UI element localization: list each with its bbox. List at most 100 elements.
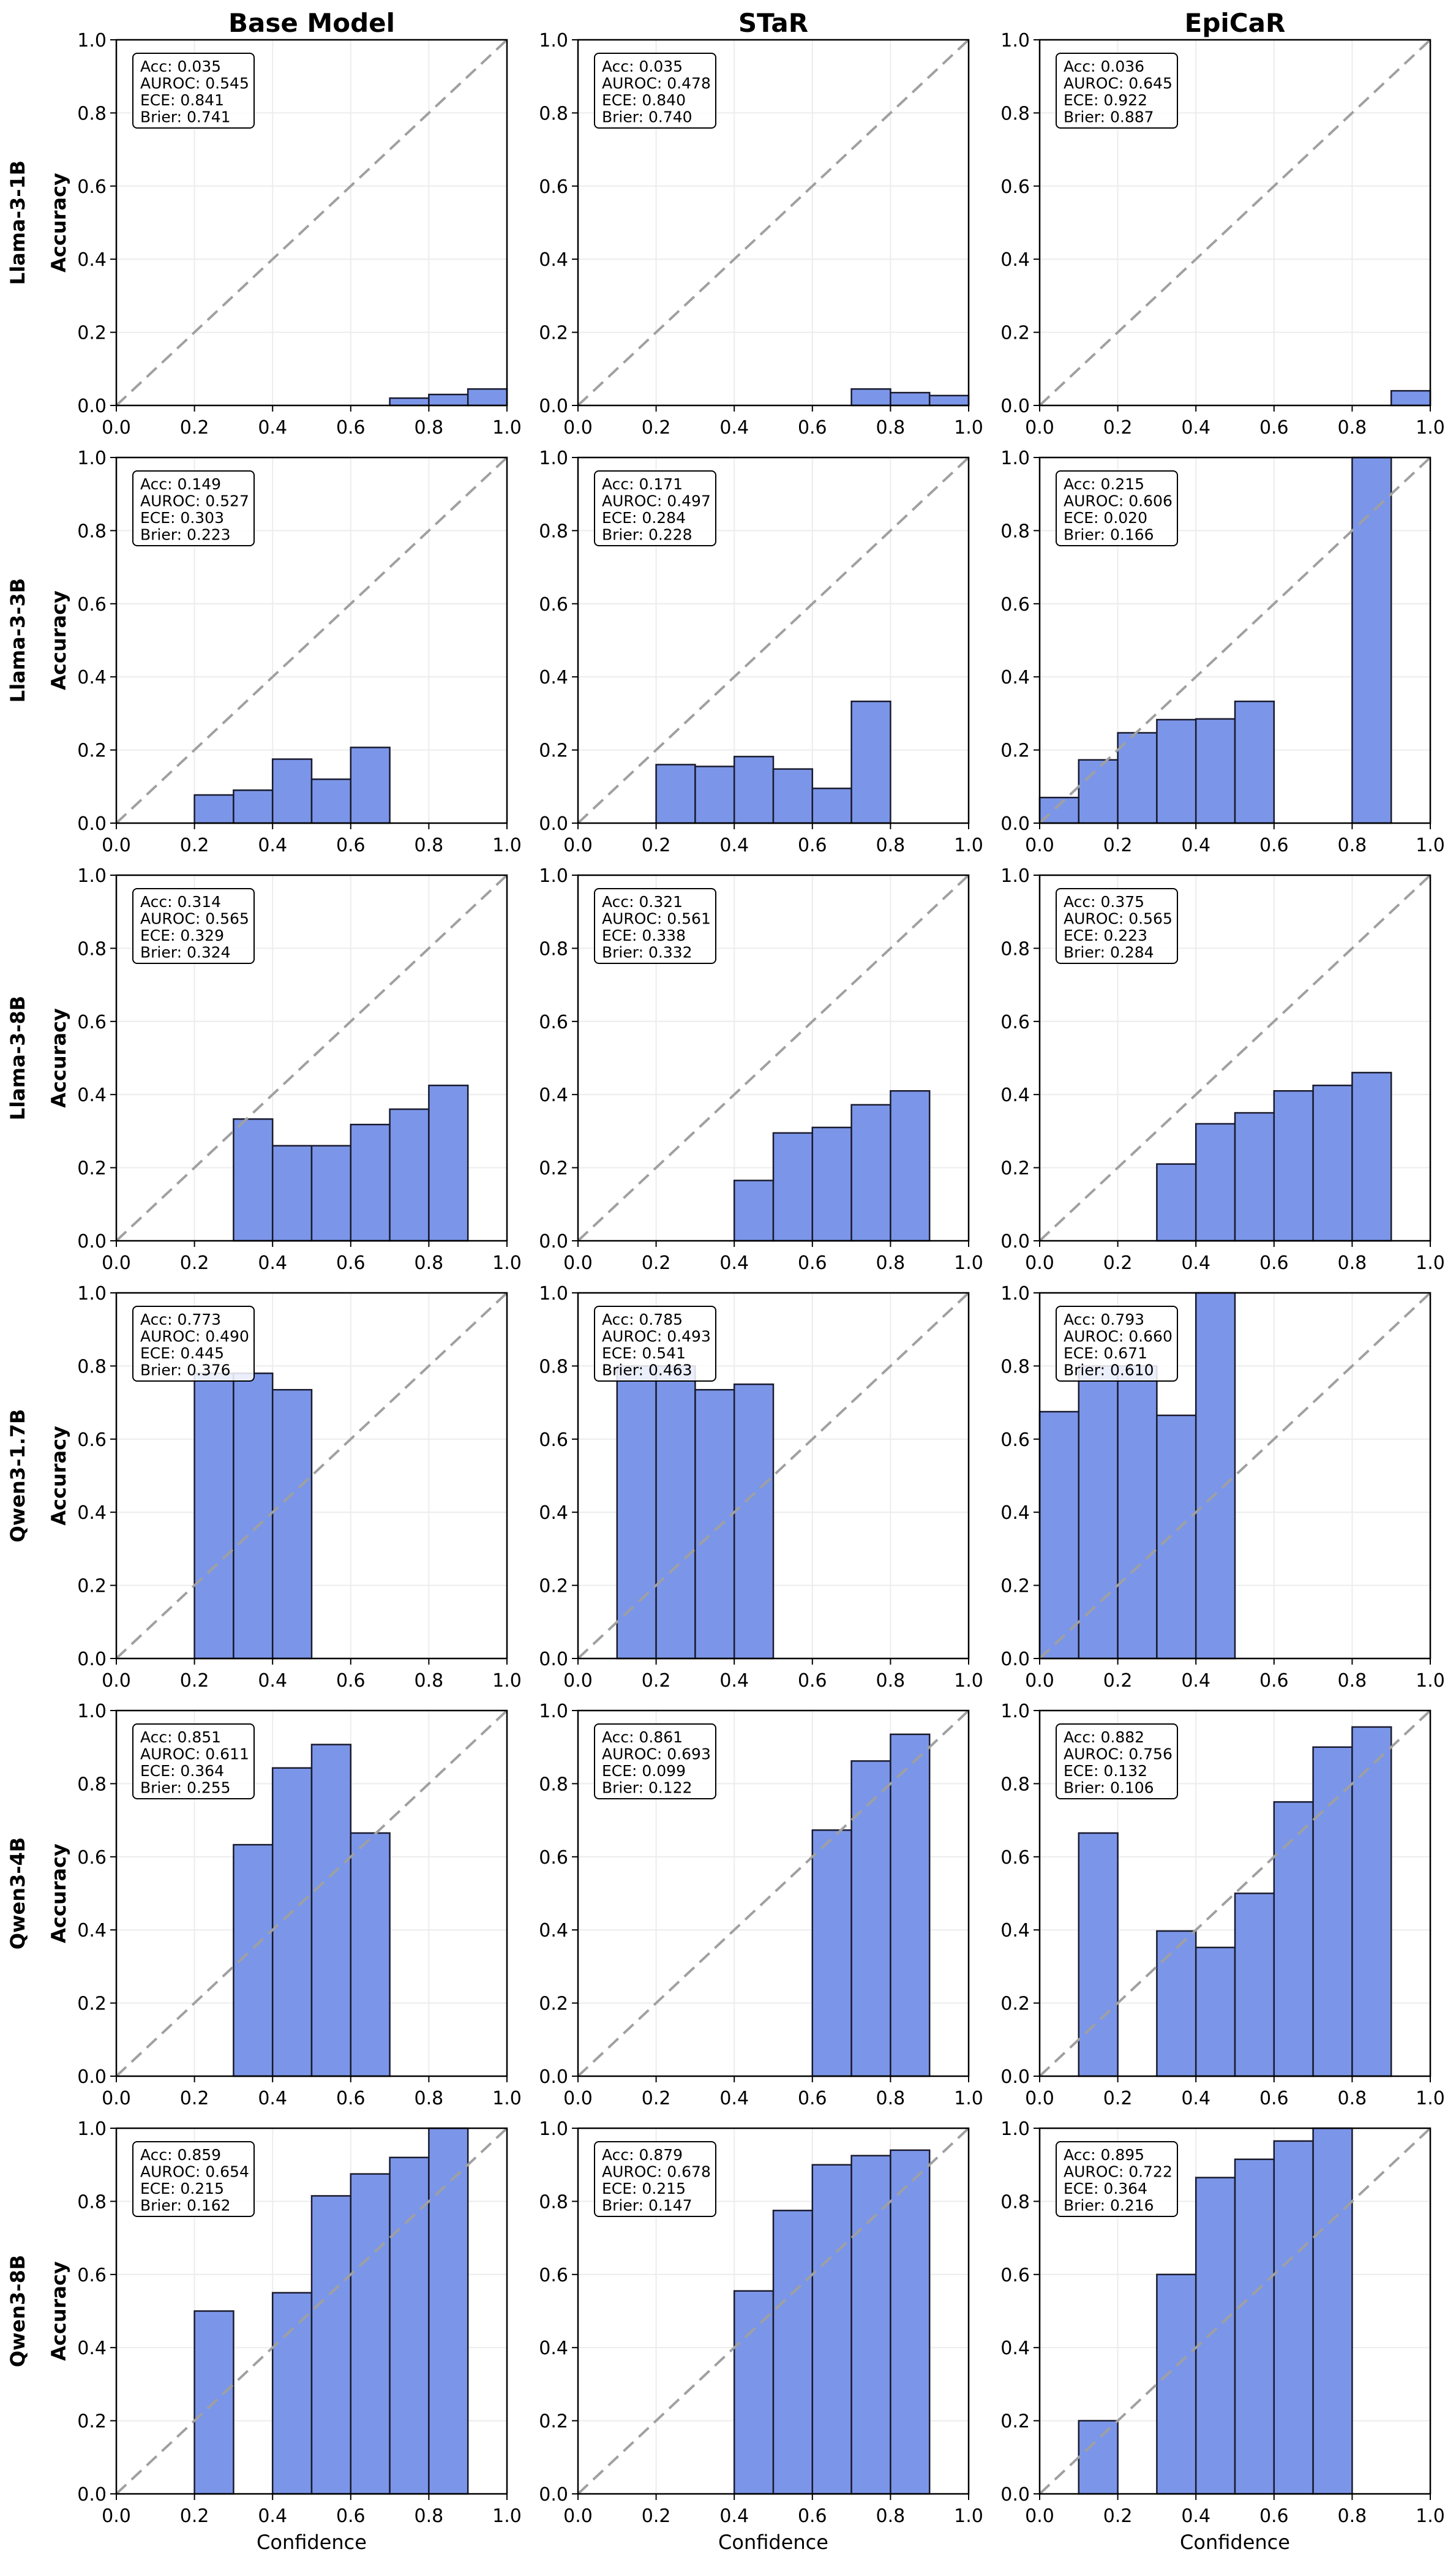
- y-tick-label: 0.8: [1000, 1356, 1030, 1377]
- x-tick-label: 0.2: [642, 417, 671, 439]
- x-tick-label: 0.6: [798, 417, 827, 439]
- x-tick-label: 0.8: [876, 2088, 906, 2109]
- bar-bin-5: [850, 700, 891, 824]
- y-tick-label: 1.0: [539, 448, 568, 469]
- x-tick-label: 0.0: [102, 417, 131, 439]
- x-tick-label: 0.0: [102, 2088, 131, 2109]
- bar-bin-1: [233, 789, 274, 824]
- x-tick-label: 0.2: [180, 835, 209, 856]
- metric-acc: Acc: 0.036: [1064, 58, 1144, 75]
- y-tick-label: 0.4: [1000, 1920, 1030, 1941]
- plot-frame: [577, 456, 970, 824]
- plot-frame: [1038, 874, 1432, 1242]
- x-tick-label: 0.6: [336, 835, 366, 856]
- y-tick-label: 0.6: [539, 176, 568, 198]
- x-tick-label: 0.4: [258, 2505, 287, 2527]
- metrics-box: [594, 53, 716, 129]
- panel-llama-3-8b-star: 0.0 0.2 0.4 0.6 0.8 1.0 0.0 0.2 0.4 0.6 0.8 1.0 Acc:…: [539, 865, 983, 1274]
- metric-brier: Brier: 0.255: [140, 1779, 231, 1797]
- bar-bin-0: [233, 1118, 274, 1242]
- perfect-calibration-line: [1038, 1709, 1432, 2077]
- bar-bin-1: [233, 1372, 274, 1660]
- y-tick-label: 1.0: [77, 1701, 107, 1722]
- x-tick-label: 0.6: [798, 1670, 827, 1692]
- x-tick-label: 0.4: [719, 1670, 749, 1692]
- bar-bin-5: [1234, 700, 1275, 824]
- bar-bin-0: [1078, 2420, 1119, 2495]
- plot-frame: [1038, 39, 1432, 407]
- y-tick-label: 0.4: [1000, 2338, 1030, 2359]
- y-tick-label: 0.2: [77, 1576, 107, 1597]
- metric-ece: ECE: 0.223: [1064, 927, 1147, 944]
- y-tick-label: 0.4: [539, 249, 568, 271]
- bar-bin-4: [350, 747, 391, 824]
- x-tick-label: 0.2: [180, 1252, 209, 1274]
- y-tick-label: 0.6: [539, 1012, 568, 1033]
- bar-bin-1: [1195, 1123, 1236, 1242]
- bar-bin-0: [1038, 1410, 1080, 1660]
- x-tick-label: 0.2: [1103, 2505, 1133, 2527]
- x-tick-label: 0.6: [1259, 417, 1289, 439]
- perfect-calibration-line: [577, 874, 970, 1242]
- x-tick-label: 0.2: [642, 2088, 671, 2109]
- x-tick-label: 0.8: [1338, 2088, 1367, 2109]
- plot-frame: [115, 1709, 508, 2077]
- bar-bin-3: [350, 2173, 391, 2495]
- row-title-llama-3-1b: Llama-3-1B: [6, 160, 29, 285]
- x-tick-label: 0.0: [102, 1670, 131, 1692]
- bar-bin-2: [1117, 1365, 1158, 1660]
- y-tick-label: 0.0: [1000, 1231, 1030, 1252]
- x-tick-label: 1.0: [492, 835, 522, 856]
- metric-auroc: AUROC: 0.756: [1064, 1745, 1173, 1763]
- metric-auroc: AUROC: 0.565: [1064, 910, 1173, 928]
- y-tick-label: 0.6: [1000, 1429, 1030, 1451]
- x-tick-label: 1.0: [954, 1252, 983, 1274]
- y-tick-label: 0.6: [77, 1847, 107, 1869]
- metrics-box: [594, 888, 716, 964]
- metric-brier: Brier: 0.166: [1064, 526, 1154, 544]
- x-axis-label: Confidence: [1180, 2531, 1290, 2554]
- metric-acc: Acc: 0.773: [140, 1311, 221, 1328]
- y-tick-label: 1.0: [1000, 1701, 1030, 1722]
- y-tick-label: 1.0: [539, 1701, 568, 1722]
- bar-bin-5: [1351, 1072, 1392, 1242]
- x-tick-label: 0.4: [1181, 835, 1210, 856]
- y-tick-label: 0.6: [539, 1429, 568, 1451]
- y-tick-label: 0.8: [539, 938, 568, 960]
- x-tick-label: 1.0: [492, 2088, 522, 2109]
- y-tick-label: 0.4: [1000, 667, 1030, 688]
- y-tick-label: 0.6: [1000, 176, 1030, 198]
- y-tick-label: 0.8: [1000, 103, 1030, 124]
- x-tick-label: 0.2: [1103, 1670, 1133, 1692]
- x-tick-label: 0.0: [102, 1252, 131, 1274]
- x-tick-label: 1.0: [1416, 1670, 1445, 1692]
- y-tick-label: 0.0: [77, 1231, 107, 1252]
- x-tick-label: 0.4: [258, 417, 287, 439]
- row-title-qwen3-1-7b: Qwen3-1.7B: [6, 1409, 29, 1543]
- y-axis-label: Accuracy: [47, 590, 70, 690]
- x-tick-label: 0.6: [798, 1252, 827, 1274]
- y-tick-label: 1.0: [539, 1283, 568, 1304]
- panel-llama-3-8b-epicar: 0.0 0.2 0.4 0.6 0.8 1.0 0.0 0.2 0.4 0.6 0.8 1.0 Acc:…: [1000, 865, 1445, 1274]
- panel-llama-3-1b-star: 0.0 0.2 0.4 0.6 0.8 1.0 0.0 0.2 0.4 0.6 0.8 1.0 Acc:…: [539, 30, 983, 439]
- x-tick-label: 0.4: [1181, 1670, 1210, 1692]
- bar-bin-1: [850, 1760, 891, 2077]
- bar-bin-1: [772, 2210, 814, 2495]
- x-tick-label: 1.0: [492, 1670, 522, 1692]
- panel-qwen3-1-7b-base-model: 0.0 0.2 0.4 0.6 0.8 1.0 0.0 0.2 0.4 0.6 0.8 1.0 Acc:…: [6, 1283, 522, 1692]
- metric-ece: ECE: 0.840: [602, 91, 686, 109]
- x-tick-label: 0.2: [642, 2505, 671, 2527]
- metric-auroc: AUROC: 0.645: [1064, 75, 1173, 92]
- y-tick-label: 0.8: [77, 1356, 107, 1377]
- bar-bin-3: [772, 768, 814, 824]
- y-tick-label: 0.2: [1000, 1993, 1030, 2015]
- x-tick-label: 0.6: [1259, 1252, 1289, 1274]
- y-tick-label: 0.4: [539, 1502, 568, 1524]
- bar-bin-2: [811, 1126, 852, 1242]
- metric-auroc: AUROC: 0.478: [602, 75, 711, 92]
- perfect-calibration-line: [115, 456, 508, 824]
- bar-bin-6: [1351, 1726, 1392, 2077]
- x-tick-label: 0.4: [719, 2505, 749, 2527]
- y-tick-label: 1.0: [539, 865, 568, 887]
- bar-bin-2: [928, 394, 970, 407]
